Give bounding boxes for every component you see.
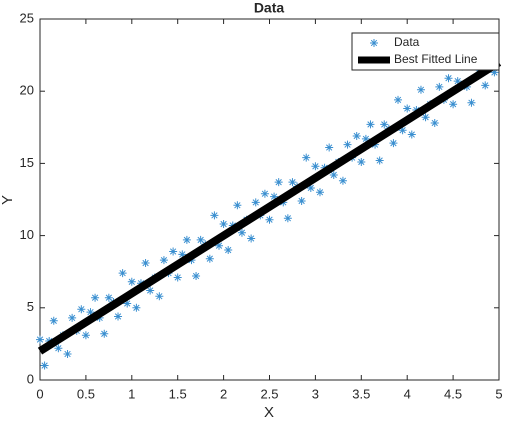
scatter-point <box>325 143 334 152</box>
scatter-point <box>444 74 453 83</box>
x-axis-label: X <box>264 404 274 421</box>
scatter-point <box>260 189 269 198</box>
scatter-point <box>192 272 201 281</box>
scatter-point <box>449 100 458 109</box>
y-tick-label: 25 <box>20 10 34 25</box>
scatter-point <box>403 104 412 113</box>
scatter-point <box>430 118 439 127</box>
scatter-point <box>178 250 187 259</box>
scatter-point <box>398 126 407 135</box>
scatter-point <box>146 286 155 295</box>
scatter-point <box>302 153 311 162</box>
scatter-point <box>375 156 384 165</box>
scatter-point <box>196 235 205 244</box>
scatter-point <box>481 81 490 90</box>
scatter-point <box>394 95 403 104</box>
scatter-point <box>215 241 224 250</box>
scatter-point <box>205 254 214 263</box>
chart-title: Data <box>254 0 285 16</box>
scatter-point <box>49 316 58 325</box>
scatter-point <box>467 98 476 107</box>
x-tick-label: 5 <box>495 386 502 401</box>
scatter-point <box>77 305 86 314</box>
scatter-point <box>173 273 182 282</box>
scatter-point <box>91 293 100 302</box>
scatter-point <box>416 85 425 94</box>
scatter-point <box>233 201 242 210</box>
scatter-point <box>453 77 462 86</box>
legend-swatch <box>370 39 378 47</box>
scatter-point <box>36 335 44 344</box>
scatter-point <box>274 178 283 187</box>
scatter-point <box>283 214 292 223</box>
plot-area <box>39 18 500 381</box>
y-axis-label: Y <box>0 195 16 205</box>
scatter-point <box>357 157 366 166</box>
scatter-point <box>265 215 274 224</box>
scatter-point <box>421 113 430 122</box>
scatter-point <box>155 292 164 301</box>
scatter-point <box>306 183 315 192</box>
y-tick-label: 15 <box>20 155 34 170</box>
legend-label: Data <box>394 35 420 49</box>
y-tick-label: 5 <box>27 299 34 314</box>
scatter-point <box>389 139 398 148</box>
scatter-point <box>132 303 141 312</box>
scatter-point <box>315 188 324 197</box>
scatter-point <box>435 82 444 91</box>
scatter-point <box>361 134 370 143</box>
scatter-point <box>407 130 416 139</box>
fit-line <box>37 58 502 355</box>
scatter-point <box>68 313 77 322</box>
scatter-point <box>352 131 361 140</box>
scatter-point <box>159 256 168 265</box>
scatter-point <box>338 176 347 185</box>
legend-label: Best Fitted Line <box>394 52 478 66</box>
scatter-point <box>114 312 123 321</box>
y-tick-label: 20 <box>20 83 34 98</box>
scatter-point <box>123 299 132 308</box>
scatter-point <box>490 68 499 77</box>
x-tick-label: 0 <box>36 386 43 401</box>
scatter-point <box>118 269 127 278</box>
scatter-point <box>288 178 297 187</box>
y-tick-label: 0 <box>27 371 34 386</box>
scatter-point <box>247 234 256 243</box>
legend-box <box>351 32 500 71</box>
scatter-point <box>63 350 72 359</box>
x-tick-label: 2.5 <box>260 386 278 401</box>
scatter-point <box>40 361 49 370</box>
scatter-point <box>54 344 63 353</box>
scatter-point <box>237 228 246 237</box>
x-tick-label: 1 <box>128 386 135 401</box>
scatter-point <box>104 293 113 302</box>
scatter-point <box>224 246 233 255</box>
scatter-point <box>81 331 90 340</box>
x-tick-label: 1.5 <box>169 386 187 401</box>
scatter-point <box>86 308 95 317</box>
scatter-point <box>270 192 279 201</box>
scatter-point <box>366 120 375 129</box>
scatter-point <box>297 196 306 205</box>
x-tick-label: 2 <box>220 386 227 401</box>
x-tick-label: 3 <box>312 386 319 401</box>
x-tick-label: 3.5 <box>352 386 370 401</box>
scatter-point <box>127 277 136 286</box>
scatter-point <box>311 162 320 171</box>
y-tick-label: 10 <box>20 227 34 242</box>
scatter-point <box>210 211 219 220</box>
scatter-point <box>380 120 389 129</box>
x-tick-label: 4 <box>404 386 411 401</box>
scatter-point <box>343 140 352 149</box>
scatter-point <box>219 220 228 229</box>
x-tick-label: 0.5 <box>77 386 95 401</box>
scatter-point <box>182 235 191 244</box>
scatter-point <box>251 198 260 207</box>
scatter-point <box>100 329 109 338</box>
x-tick-label: 4.5 <box>444 386 462 401</box>
scatter-point <box>141 259 150 268</box>
scatter-point <box>329 170 338 179</box>
scatter-point <box>169 247 178 256</box>
